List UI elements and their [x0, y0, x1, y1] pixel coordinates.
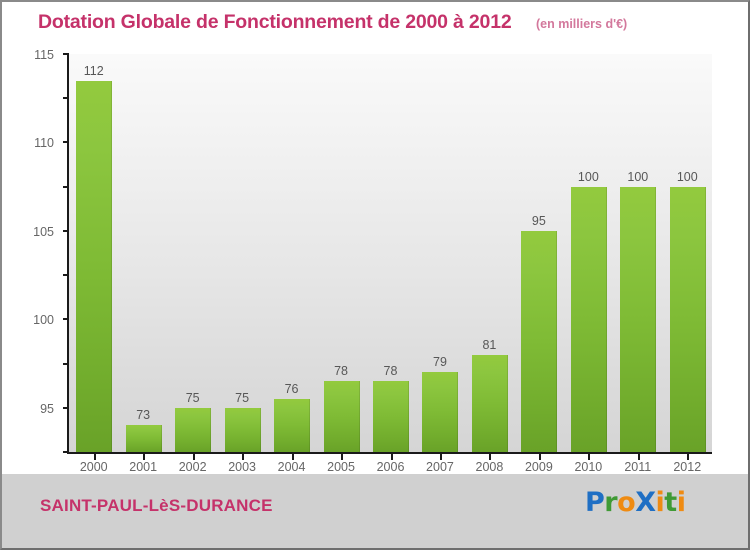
bar-value-label: 100: [676, 169, 698, 184]
x-axis-tick: [588, 454, 591, 460]
bar[interactable]: 100: [620, 170, 657, 452]
y-axis-tick-label: 95: [40, 401, 54, 416]
x-axis-tick: [291, 454, 294, 460]
bar-value-label: 78: [383, 364, 398, 379]
bar-value-label: 95: [531, 213, 546, 228]
y-axis-tick: 80: [63, 362, 69, 365]
x-axis-tick: [439, 454, 442, 460]
bar[interactable]: 78: [323, 364, 360, 452]
y-axis-tick-label: 105: [33, 224, 54, 239]
x-axis-tick: [242, 454, 245, 460]
x-axis-tick-label: 2005: [327, 460, 355, 474]
bar-value-label: 100: [577, 169, 599, 184]
bar[interactable]: 75: [175, 391, 212, 452]
commune-name: SAINT-PAUL-LèS-DURANCE: [40, 496, 273, 515]
proxiti-logo[interactable]: ProXiti: [585, 487, 686, 518]
bar-value-label: 75: [235, 390, 250, 405]
bar-value-label: 81: [482, 337, 497, 352]
x-axis-tick: [192, 454, 195, 460]
x-axis-tick: [687, 454, 690, 460]
bar[interactable]: 100: [669, 170, 706, 452]
x-axis-tick: [637, 454, 640, 460]
bar[interactable]: 100: [570, 170, 607, 452]
bar[interactable]: 76: [274, 382, 311, 452]
bar[interactable]: 79: [422, 355, 459, 452]
y-axis-tick-label: 115: [34, 48, 54, 62]
x-axis-tick-label: 2007: [426, 460, 454, 474]
bar[interactable]: 112: [76, 64, 113, 452]
y-axis-tick-label: 110: [34, 136, 54, 151]
y-axis-tick: 115: [34, 48, 69, 62]
y-axis-tick: 75: [63, 406, 69, 409]
x-axis-tick-label: 2011: [624, 460, 652, 474]
logo-letter: r: [604, 487, 618, 518]
y-axis-tick-label: 100: [33, 313, 54, 328]
bar-value-label: 79: [433, 355, 447, 370]
bar[interactable]: 75: [224, 391, 261, 452]
y-axis-tick: 95: [40, 229, 69, 416]
x-axis-tick: [341, 454, 344, 460]
bar[interactable]: 95: [521, 214, 558, 452]
x-axis-tick-label: 2012: [673, 460, 702, 474]
chart-units-subtitle: (en milliers d'€): [536, 17, 628, 31]
x-axis-tick-label: 2001: [129, 460, 158, 474]
y-axis-tick: 100: [33, 185, 69, 327]
y-axis-tick: 70: [63, 451, 69, 453]
logo-letter: i: [655, 487, 665, 518]
x-axis-tick-label: 2002: [178, 460, 207, 474]
y-axis-tick: 85: [63, 318, 69, 321]
y-axis-tick: 110: [34, 97, 69, 150]
chart-header: Dotation Globale de Fonctionnement de 20…: [2, 2, 748, 42]
x-axis-tick-label: 2009: [524, 460, 553, 474]
x-axis-tick-label: 2004: [277, 460, 306, 474]
bar-value-label: 78: [334, 364, 348, 379]
bar-value-label: 75: [185, 390, 200, 405]
x-axis-tick: [538, 454, 541, 460]
bar-value-label: 112: [83, 63, 104, 78]
logo-letter: i: [676, 487, 686, 518]
x-axis-tick-label: 2006: [376, 460, 405, 474]
bar-value-label: 76: [284, 381, 299, 396]
bar[interactable]: 78: [373, 364, 409, 452]
x-axis-tick-label: 2003: [228, 460, 257, 474]
y-axis-tick: 90: [40, 274, 69, 504]
chart-plot-area: 707580859095100105110115 200020012002200…: [33, 48, 712, 504]
logo-letter: P: [585, 487, 605, 518]
x-axis-tick: [143, 454, 146, 460]
chart-plot-frame: 707580859095100105110115 200020012002200…: [33, 42, 712, 504]
bar-value-label: 73: [136, 408, 151, 423]
bar-value-label: 100: [627, 169, 649, 184]
logo-letter: X: [635, 487, 656, 518]
x-axis-tick: [489, 454, 492, 460]
x-axis-tick: [93, 454, 96, 460]
logo-letter: t: [664, 487, 677, 518]
x-axis-tick: [390, 454, 393, 460]
bar[interactable]: 81: [471, 338, 508, 452]
chart-footer: SAINT-PAUL-LèS-DURANCE ProXiti: [2, 474, 748, 548]
y-axis-tick: 105: [33, 141, 69, 239]
x-axis-tick-label: 2008: [475, 460, 504, 474]
x-axis-tick-label: 2000: [79, 460, 108, 474]
logo-letter: o: [617, 487, 636, 518]
bar[interactable]: 73: [125, 408, 162, 452]
x-axis-tick-label: 2010: [574, 460, 603, 474]
page-title: Dotation Globale de Fonctionnement de 20…: [38, 11, 512, 33]
